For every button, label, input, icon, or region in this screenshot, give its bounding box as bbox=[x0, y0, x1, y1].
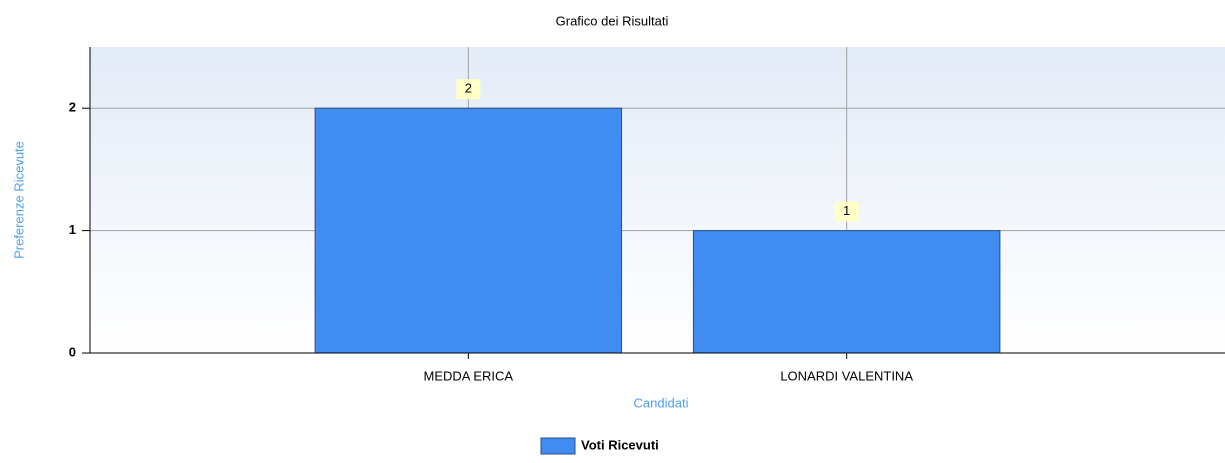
x-axis-title: Candidati bbox=[634, 395, 689, 410]
legend-label: Voti Ricevuti bbox=[581, 437, 659, 452]
chart-title: Grafico dei Risultati bbox=[556, 13, 669, 28]
y-axis-title: Preferenze Ricevute bbox=[11, 141, 26, 259]
y-tick-label: 0 bbox=[69, 344, 76, 359]
data-label: 1 bbox=[843, 203, 850, 218]
y-tick-label: 2 bbox=[69, 100, 76, 115]
x-tick-label: LONARDI VALENTINA bbox=[780, 368, 913, 383]
data-label: 2 bbox=[465, 81, 472, 96]
plot-area bbox=[90, 47, 1225, 353]
y-tick-label: 1 bbox=[69, 222, 76, 237]
x-tick-label: MEDDA ERICA bbox=[424, 368, 514, 383]
bar bbox=[692, 230, 1001, 354]
data-label-bg bbox=[834, 201, 859, 222]
legend-swatch bbox=[540, 437, 576, 455]
bar bbox=[314, 107, 623, 354]
data-label-bg bbox=[456, 79, 481, 100]
